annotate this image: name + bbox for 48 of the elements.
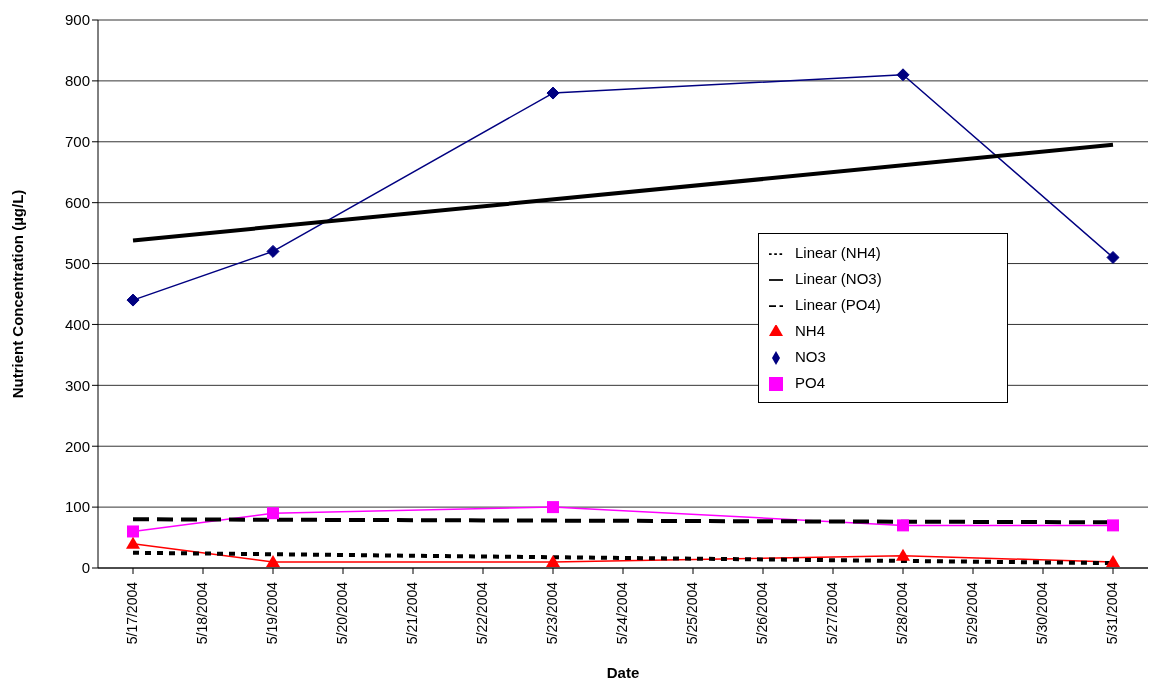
y-tick-label: 500 [64,254,90,272]
y-tick-label: 600 [64,193,90,211]
legend-label: Linear (NH4) [795,244,881,261]
x-tick-label: 5/22/2004 [473,581,490,645]
legend-label: Linear (PO4) [795,296,881,313]
x-tick-label: 5/25/2004 [683,581,700,645]
y-tick-label: 400 [64,315,90,333]
point [896,548,910,561]
point [547,501,559,514]
legend-label: NH4 [795,322,826,339]
point [267,507,279,520]
y-tick-label: 300 [64,376,90,394]
point [1106,554,1120,567]
x-tick-label: 5/29/2004 [963,581,980,645]
x-axis-title: Date [606,664,640,681]
point [126,293,140,307]
point [266,244,280,258]
y-tick-label: 700 [64,133,90,151]
x-tick-label: 5/31/2004 [1103,581,1120,645]
point [126,536,140,549]
x-tick-label: 5/20/2004 [333,581,350,645]
y-tick-label: 900 [64,11,90,29]
point [127,525,139,538]
point [1106,250,1120,264]
point [1107,519,1119,532]
point [546,554,560,567]
point [266,554,280,567]
x-tick-label: 5/23/2004 [543,581,560,645]
point [897,519,909,532]
x-tick-label: 5/27/2004 [823,581,840,645]
x-tick-label: 5/21/2004 [403,581,420,645]
x-tick-label: 5/18/2004 [193,581,210,645]
y-axis-title: Nutrient Concentration (µg/L) [9,189,27,399]
x-tick-label: 5/26/2004 [753,581,770,645]
x-tick-label: 5/19/2004 [263,581,280,645]
point [546,86,560,100]
y-tick-label: 800 [64,72,90,90]
legend-label: PO4 [795,374,826,391]
y-tick-label: 100 [64,498,90,516]
x-tick-label: 5/30/2004 [1033,581,1050,645]
x-tick-label: 5/24/2004 [613,581,630,645]
legend-label: NO3 [795,348,826,365]
y-tick-label: 0 [81,559,90,577]
x-tick-label: 5/17/2004 [123,581,140,645]
legend-label: Linear (NO3) [795,270,882,287]
y-tick-label: 200 [64,437,90,455]
point [896,68,910,82]
x-tick-label: 5/28/2004 [893,581,910,645]
